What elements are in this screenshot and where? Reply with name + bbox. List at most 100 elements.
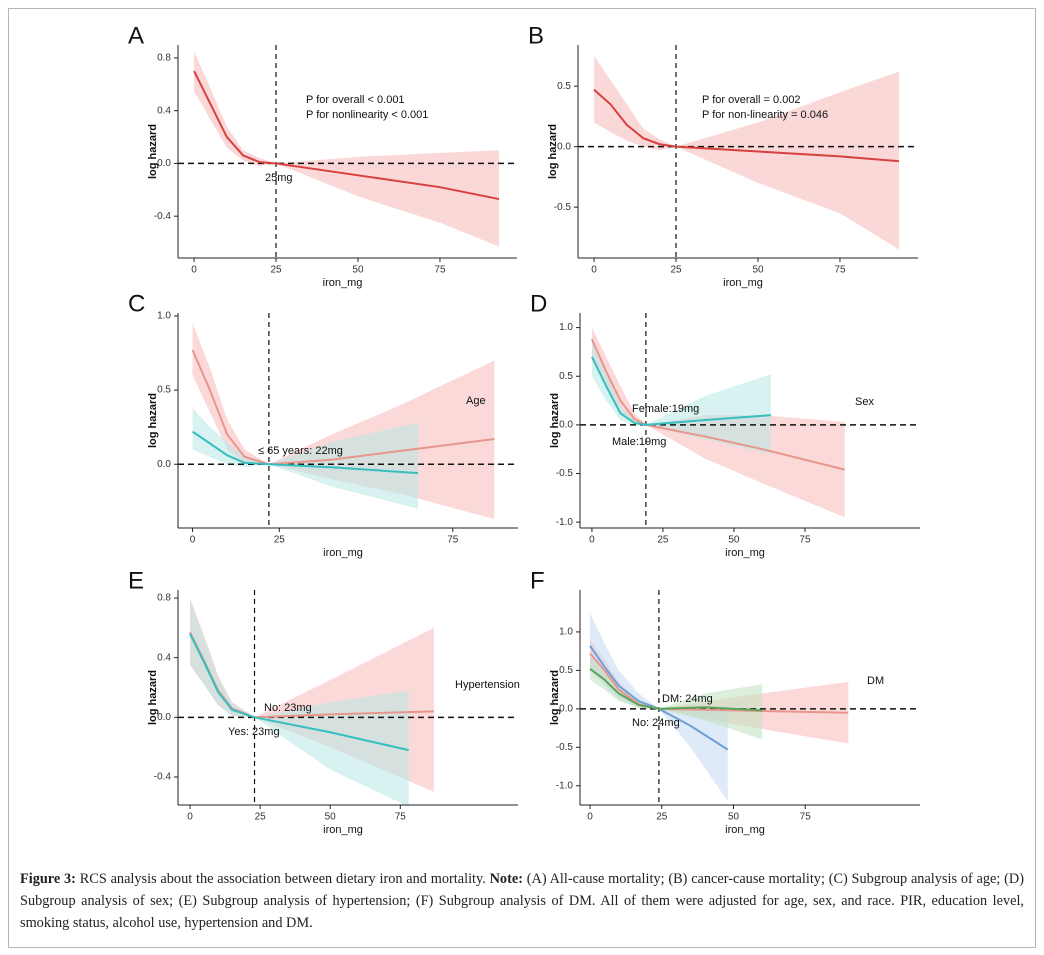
annotation: ≤ 65 years: 22mg [258,445,343,457]
x-tick-label: 75 [834,265,846,276]
x-tick-label: 50 [728,535,740,546]
x-tick-label: 0 [587,812,593,823]
y-tick-label: 0.5 [557,81,571,92]
caption-label: Figure 3: [20,871,76,887]
hazard-line [589,645,729,751]
hazard-line [189,633,409,752]
x-axis-label: iron_mg [725,547,765,559]
y-tick-label: 0.8 [157,593,171,604]
x-axis-label: iron_mg [323,547,363,559]
annotation: P for overall < 0.001 [306,94,405,106]
y-axis-label: log hazard [549,670,561,725]
x-tick-label: 75 [395,812,407,823]
caption-text: RCS analysis about the association betwe… [79,871,486,887]
y-tick-label: 0.0 [559,703,573,714]
y-tick-label: 0.5 [559,665,573,676]
x-tick-label: 25 [656,812,668,823]
x-axis-label: iron_mg [323,824,363,836]
annotation: DM: 24mg [662,693,713,705]
panel-letter: A [128,22,144,49]
hazard-line [593,89,900,163]
panel-letter: C [128,290,145,317]
hazard-line [591,338,845,471]
legend-title: Sex [855,396,874,408]
x-tick-label: 0 [190,535,196,546]
y-tick-label: 0.0 [559,420,573,431]
annotation: Male:19mg [612,436,666,448]
x-tick-label: 25 [255,812,267,823]
x-tick-label: 50 [752,265,764,276]
hazard-line [591,356,771,426]
x-tick-label: 25 [657,535,669,546]
confidence-band [594,55,899,250]
y-axis-label: log hazard [147,124,159,179]
y-axis-label: log hazard [547,124,559,179]
annotation: P for overall = 0.002 [702,94,801,106]
panel-letter: F [530,567,545,594]
confidence-band [192,407,419,509]
y-tick-label: 0.0 [157,459,171,470]
annotation: 25mg [265,172,293,184]
note-text: (A) All-cause mortality; (B) cancer-caus… [20,871,1024,931]
x-tick-label: 25 [670,265,682,276]
hazard-line [191,349,495,466]
confidence-band [194,51,499,247]
annotation: Female:19mg [632,403,699,415]
x-tick-label: 50 [325,812,337,823]
y-axis-label: log hazard [147,670,159,725]
y-tick-label: -0.4 [154,772,172,783]
panel-letter: E [128,567,144,594]
confidence-band [192,323,495,520]
y-tick-label: 0.4 [157,105,171,116]
x-tick-label: 75 [800,812,812,823]
confidence-band [591,337,771,455]
y-tick-label: 0.0 [557,141,571,152]
x-tick-label: 50 [352,265,364,276]
x-tick-label: 0 [589,535,595,546]
legend-title: Hypertension [455,679,520,691]
hazard-line [193,70,500,201]
x-tick-label: 50 [728,812,740,823]
confidence-band [590,639,849,744]
y-tick-label: -0.5 [556,468,574,479]
y-tick-label: 0.8 [157,53,171,64]
y-axis-label: log hazard [147,393,159,448]
y-tick-label: -1.0 [556,517,574,528]
panel-letter: B [528,22,544,49]
x-tick-label: 0 [187,812,193,823]
figure-border [8,8,1036,948]
x-axis-label: iron_mg [723,277,763,289]
annotation: No: 23mg [264,702,312,714]
x-tick-label: 75 [434,265,446,276]
y-tick-label: 0.5 [157,385,171,396]
y-tick-label: 0.4 [157,652,171,663]
note-label: Note: [489,871,523,887]
y-tick-label: -0.5 [554,202,572,213]
y-tick-label: 0.0 [157,158,171,169]
legend-title: Age [466,395,486,407]
legend-title: DM [867,675,884,687]
y-tick-label: -0.5 [556,742,574,753]
x-axis-label: iron_mg [725,824,765,836]
confidence-band [590,656,763,740]
x-axis-label: iron_mg [323,277,363,289]
caption: Figure 3: RCS analysis about the associa… [20,868,1024,934]
x-tick-label: 0 [591,265,597,276]
y-tick-label: 1.0 [559,627,573,638]
annotation: P for non-linearity = 0.046 [702,109,828,121]
x-tick-label: 75 [447,535,459,546]
annotation: P for nonlinearity < 0.001 [306,109,428,121]
y-tick-label: 0.0 [157,712,171,723]
hazard-line [192,430,419,475]
x-tick-label: 25 [270,265,282,276]
y-tick-label: -1.0 [556,780,574,791]
x-tick-label: 0 [191,265,197,276]
annotation: Yes: 23mg [228,726,280,738]
y-tick-label: 1.0 [559,322,573,333]
y-axis-label: log hazard [549,393,561,448]
panel-letter: D [530,290,547,317]
y-tick-label: -0.4 [154,211,172,222]
y-tick-label: 0.5 [559,371,573,382]
annotation: No: 24mg [632,717,680,729]
